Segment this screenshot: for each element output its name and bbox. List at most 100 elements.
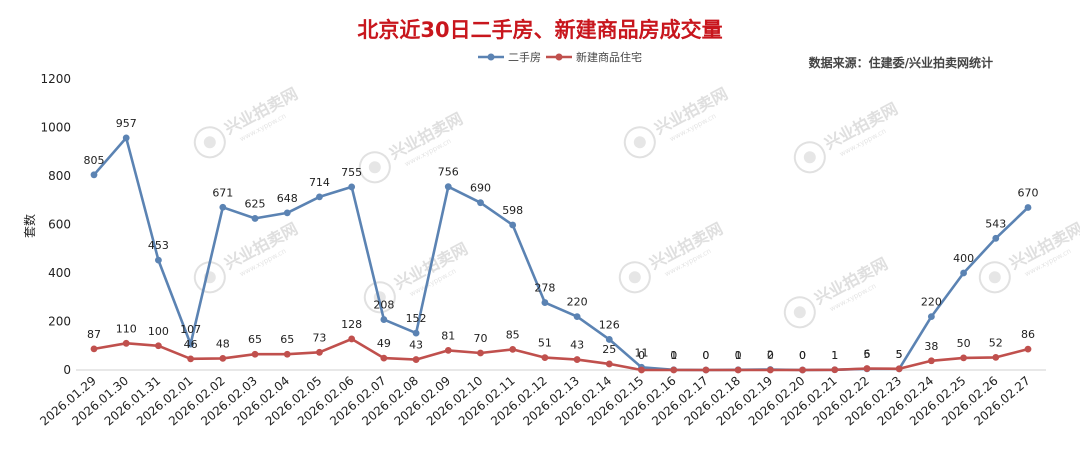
data-point-s1	[187, 340, 195, 348]
y-tick-label: 400	[48, 266, 71, 280]
data-label-s1: 1	[735, 349, 742, 362]
data-point-s2	[509, 345, 517, 353]
data-point-s1	[960, 269, 967, 277]
data-point-s1	[477, 199, 484, 207]
data-point-s2	[251, 350, 259, 358]
data-label-s2: 128	[341, 318, 362, 331]
y-tick-label: 800	[48, 169, 71, 183]
data-label-s2: 43	[409, 339, 423, 352]
data-point-s2	[412, 356, 420, 363]
data-point-s2	[187, 355, 195, 363]
data-point-s2	[702, 366, 710, 374]
data-point-s1	[219, 203, 227, 211]
data-point-s2	[541, 354, 549, 362]
watermark-logo	[783, 296, 816, 329]
data-label-s1: 670	[1018, 187, 1039, 200]
data-point-s2	[734, 366, 742, 374]
data-label-s1: 690	[470, 182, 491, 195]
watermark-logo-dot	[793, 306, 806, 319]
data-point-s2	[960, 354, 967, 362]
legend: 二手房 新建商品住宅	[478, 50, 642, 64]
data-label-s2: 110	[116, 322, 137, 335]
data-point-s1	[992, 234, 1000, 242]
data-label-s1: 278	[534, 282, 555, 295]
data-label-s1: 714	[309, 176, 330, 189]
data-point-s2	[444, 346, 452, 354]
watermark-logo-dot	[368, 161, 381, 174]
watermark-logo	[978, 261, 1011, 294]
legend-label-2: 新建商品住宅	[576, 50, 642, 64]
axes: 0200400600800100012002026.01.292026.01.3…	[37, 72, 1046, 428]
data-label-s2: 0	[799, 349, 806, 362]
data-point-s2	[895, 365, 903, 373]
legend-label-1: 二手房	[508, 50, 541, 64]
data-point-s2	[638, 366, 645, 374]
data-point-s1	[251, 215, 259, 222]
data-point-s2	[1024, 345, 1032, 353]
data-label-s2: 50	[957, 337, 971, 350]
data-label-s2: 51	[538, 337, 552, 350]
data-point-s1	[155, 256, 162, 264]
data-label-s1: 671	[212, 186, 233, 199]
data-point-s1	[348, 183, 356, 191]
data-label-s1: 1	[670, 349, 677, 362]
data-label-s2: 43	[570, 339, 584, 352]
watermark-logo	[193, 261, 226, 294]
watermark-logo	[193, 126, 226, 159]
data-point-s2	[155, 342, 162, 350]
series-line-2	[93, 337, 1029, 372]
data-label-s1: 220	[567, 296, 588, 309]
data-label-s2: 86	[1021, 328, 1035, 341]
data-point-s2	[380, 354, 388, 362]
chart-title: 北京近30日二手房、新建商品房成交量	[357, 18, 722, 42]
watermark-logo-dot	[203, 136, 216, 149]
watermark-logo	[618, 261, 651, 294]
data-point-s2	[799, 366, 806, 374]
data-point-s2	[348, 335, 356, 343]
data-label-s2: 46	[184, 338, 198, 351]
data-label-s1: 957	[116, 117, 137, 130]
source-note: 数据来源：住建委/兴业拍卖网统计	[809, 55, 993, 70]
data-label-s2: 100	[148, 325, 169, 338]
y-axis-label: 套数	[22, 214, 37, 238]
data-label-s1: 0	[702, 349, 709, 362]
data-point-s2	[992, 353, 1000, 361]
data-point-s2	[122, 339, 130, 347]
data-point-s2	[831, 366, 839, 374]
data-point-s2	[927, 357, 935, 365]
data-point-s1	[541, 299, 549, 306]
data-point-s2	[90, 345, 98, 353]
data-point-s2	[573, 356, 581, 363]
series-layer	[90, 134, 1032, 374]
data-label-s1: 0	[799, 349, 806, 362]
data-label-s1: 107	[180, 323, 201, 336]
data-label-s2: 48	[216, 337, 230, 350]
data-label-s1: 5	[896, 348, 903, 361]
data-point-s1	[90, 171, 98, 179]
watermark-logo-dot	[633, 136, 646, 149]
data-label-s1: 453	[148, 239, 169, 252]
data-label-s2: 73	[312, 331, 326, 344]
data-label-s1: 625	[245, 197, 266, 210]
data-label-s1: 208	[373, 299, 394, 312]
watermark-logo	[793, 141, 826, 174]
data-point-s1	[412, 329, 420, 337]
data-label-s2: 0	[670, 349, 677, 362]
data-label-s2: 85	[506, 328, 520, 341]
data-point-s2	[219, 354, 227, 362]
y-tick-label: 200	[48, 315, 71, 329]
data-point-s2	[477, 349, 484, 357]
data-label-s1: 755	[341, 166, 362, 179]
data-label-s2: 0	[767, 349, 774, 362]
data-point-s2	[670, 366, 678, 374]
y-tick-label: 600	[48, 218, 71, 232]
y-tick-label: 0	[63, 363, 71, 377]
data-label-s2: 49	[377, 337, 391, 350]
data-point-s2	[316, 348, 323, 356]
